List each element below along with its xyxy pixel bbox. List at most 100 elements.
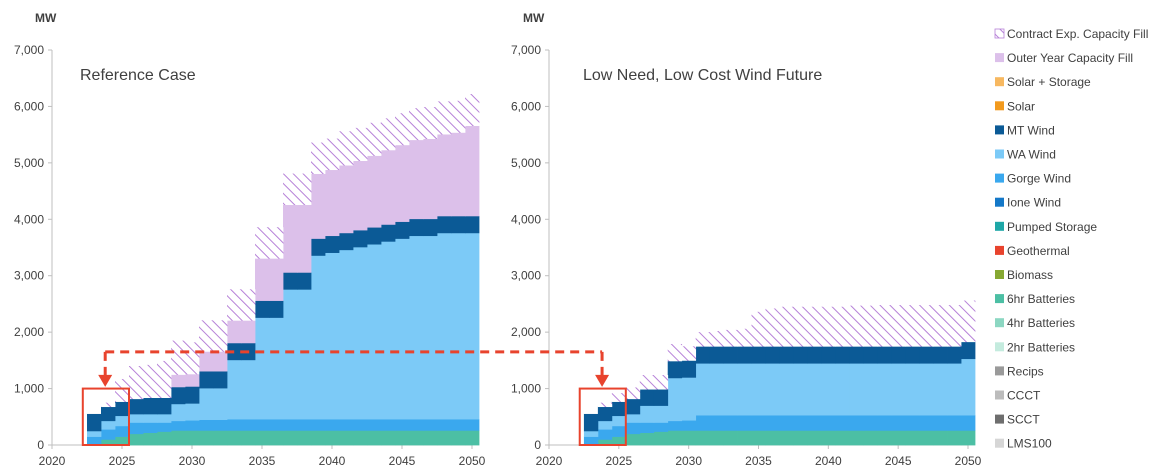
- legend-item: Recips: [995, 364, 1044, 378]
- bar-wa_wind-2025: [115, 415, 130, 427]
- bar-wa_wind-2047: [423, 235, 438, 420]
- bar-contract_fill-2046: [905, 305, 920, 347]
- legend-label: Solar + Storage: [1007, 75, 1091, 89]
- bar-wa_wind-2027: [639, 405, 655, 423]
- bar-contract_fill-2037: [779, 306, 794, 347]
- bar-outer_year-2036: [269, 258, 284, 301]
- bar-contract_fill-2033: [723, 329, 738, 347]
- bar-mt_wind-2036: [765, 346, 780, 364]
- legend-item: Pumped Storage: [995, 220, 1097, 234]
- legend-label: LMS100: [1007, 437, 1052, 451]
- bar-contract_fill-2045: [395, 113, 410, 146]
- bar-batt6-2040: [325, 430, 340, 446]
- legend-swatch: [995, 270, 1004, 279]
- bar-contract_fill-2043: [863, 305, 878, 347]
- bar-batt6-2029: [171, 430, 186, 446]
- x-tick-label: 2030: [675, 454, 702, 468]
- legend-label: Recips: [1007, 364, 1044, 378]
- bar-contract_fill-2032: [213, 320, 228, 352]
- bar-mt_wind-2025: [115, 401, 130, 417]
- bar-wa_wind-2023: [583, 430, 599, 437]
- bar-gorge_wind-2040: [325, 419, 340, 431]
- y-tick-label: 2,000: [511, 325, 541, 339]
- bar-contract_fill-2042: [849, 305, 864, 347]
- legend-item: WA Wind: [995, 148, 1056, 162]
- legend-label: Contract Exp. Capacity Fill: [1007, 27, 1148, 41]
- legend-swatch: [995, 221, 1004, 231]
- bar-batt6-2032: [213, 430, 228, 446]
- x-tick-label: 2045: [885, 454, 912, 468]
- bar-mt_wind-2046: [905, 346, 920, 364]
- series-gorge_wind: [87, 419, 480, 446]
- legend-swatch: [995, 438, 1004, 448]
- bar-outer_year-2032: [213, 351, 228, 372]
- bar-mt_wind-2047: [919, 346, 934, 364]
- bar-gorge_wind-2045: [891, 415, 906, 431]
- bar-wa_wind-2027: [143, 413, 158, 423]
- legend-label: Ione Wind: [1007, 196, 1061, 210]
- bar-wa_wind-2049: [947, 363, 962, 416]
- x-tick-label: 2020: [536, 454, 563, 468]
- bar-mt_wind-2027: [143, 397, 158, 415]
- legend-item: Gorge Wind: [995, 172, 1071, 186]
- x-tick-label: 2040: [815, 454, 842, 468]
- bar-wa_wind-2039: [311, 255, 326, 420]
- bar-wa_wind-2040: [325, 252, 340, 420]
- bar-batt6-2034: [737, 430, 752, 446]
- bar-batt6-2049: [947, 430, 962, 446]
- legend-item: Outer Year Capacity Fill: [995, 51, 1133, 65]
- bar-mt_wind-2023: [87, 413, 102, 432]
- bar-wa_wind-2045: [891, 363, 906, 416]
- bar-contract_fill-2035: [255, 227, 270, 259]
- y-tick-label: 1,000: [511, 382, 541, 396]
- y-tick-label: 0: [37, 438, 44, 452]
- bar-gorge_wind-2039: [807, 415, 822, 431]
- bar-wa_wind-2033: [227, 359, 242, 420]
- bar-batt6-2037: [283, 430, 298, 446]
- bar-contract_fill-2028: [157, 360, 172, 398]
- bar-contract_fill-2026: [625, 387, 641, 400]
- bar-mt_wind-2048: [437, 215, 452, 234]
- bar-gorge_wind-2033: [723, 415, 738, 431]
- bar-batt6-2038: [297, 430, 312, 446]
- y-tick-label: 7,000: [14, 43, 44, 57]
- bar-contract_fill-2036: [765, 308, 780, 347]
- legend-label: CCCT: [1007, 389, 1041, 403]
- highlight-box: [81, 387, 131, 447]
- bar-wa_wind-2026: [625, 413, 641, 423]
- bar-batt6-2033: [227, 430, 242, 446]
- bar-batt6-2025: [611, 436, 627, 446]
- bar-gorge_wind-2034: [241, 419, 256, 431]
- bar-mt_wind-2031: [695, 346, 711, 364]
- bar-outer_year-2044: [381, 149, 396, 225]
- y-tick-label: 4,000: [14, 212, 44, 226]
- bar-contract_fill-2039: [807, 306, 822, 347]
- bar-mt_wind-2028: [653, 389, 669, 406]
- bar-outer_year-2049: [451, 132, 466, 217]
- bar-contract_fill-2045: [891, 305, 906, 347]
- x-tick-label: 2045: [389, 454, 416, 468]
- bar-gorge_wind-2042: [849, 415, 864, 431]
- bar-gorge_wind-2038: [297, 419, 312, 431]
- bar-mt_wind-2044: [877, 346, 892, 364]
- bar-mt_wind-2034: [737, 346, 752, 364]
- x-axis: 2020 2025 2030 2035 2040 2045 2050: [39, 444, 486, 468]
- series-mt_wind: [583, 341, 976, 432]
- bar-wa_wind-2038: [793, 363, 808, 416]
- bar-gorge_wind-2032: [213, 419, 228, 431]
- bar-batt6-2026: [625, 433, 641, 446]
- bar-contract_fill-2029: [667, 343, 683, 362]
- bar-gorge_wind-2047: [919, 415, 934, 431]
- bar-gorge_wind-2046: [409, 419, 424, 431]
- bar-contract_fill-2040: [821, 306, 836, 347]
- x-tick-label: 2050: [459, 454, 486, 468]
- bar-gorge_wind-2029: [667, 420, 683, 431]
- bar-gorge_wind-2026: [625, 422, 641, 435]
- bar-batt6-2035: [751, 430, 766, 446]
- bar-batt6-2039: [807, 430, 822, 446]
- bar-mt_wind-2032: [213, 371, 228, 389]
- bar-gorge_wind-2041: [835, 415, 850, 431]
- legend-item: Ione Wind: [995, 196, 1061, 210]
- bar-wa_wind-2032: [709, 363, 724, 416]
- bar-mt_wind-2050: [961, 341, 976, 360]
